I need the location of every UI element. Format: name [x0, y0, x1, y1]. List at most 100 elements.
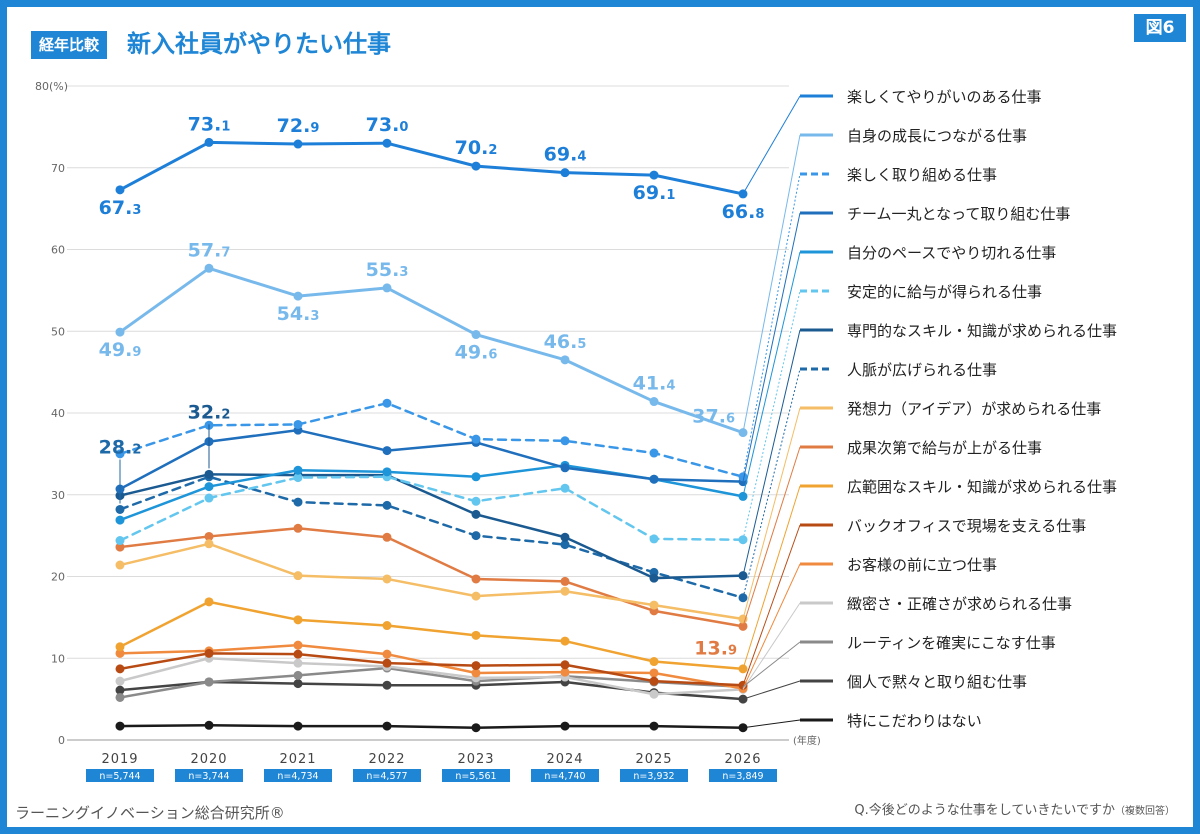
- data-point: [382, 649, 392, 659]
- data-point: [115, 560, 125, 570]
- data-point: [293, 291, 303, 301]
- series-line: [118, 652, 745, 687]
- legend-entry: 発想力（アイデア）が求められる仕事: [847, 400, 1101, 418]
- sample-size-label: n=3,849: [722, 771, 763, 782]
- x-tick-label: 2023: [457, 752, 494, 767]
- x-tick-label: 2021: [279, 752, 316, 767]
- data-point: [293, 571, 303, 581]
- legend-leader: [742, 680, 801, 700]
- y-tick-label: 0: [58, 734, 65, 747]
- data-point: [204, 677, 214, 687]
- legend-leader: [742, 173, 801, 477]
- data-point: [204, 531, 214, 541]
- data-point: [560, 483, 570, 493]
- data-label: 32.2: [188, 401, 231, 423]
- data-point: [204, 137, 214, 147]
- data-label: 55.3: [366, 259, 409, 281]
- data-point: [560, 540, 570, 550]
- sample-size-label: n=5,561: [455, 771, 496, 782]
- legend-leader: [742, 134, 801, 433]
- data-point: [293, 497, 303, 507]
- series-line: [118, 527, 745, 628]
- x-tick-label: 2022: [368, 752, 405, 767]
- data-point: [560, 721, 570, 731]
- data-label: 37.6: [692, 406, 735, 428]
- data-point: [649, 170, 659, 180]
- data-point: [471, 496, 481, 506]
- data-point: [649, 689, 659, 699]
- data-point: [115, 648, 125, 658]
- series-line: [118, 666, 745, 699]
- x-tick-label: 2019: [101, 752, 138, 767]
- data-point: [471, 472, 481, 482]
- data-point: [471, 668, 481, 678]
- data-point: [471, 661, 481, 671]
- data-label: 73.1: [188, 113, 231, 135]
- data-point: [560, 463, 570, 473]
- sample-size-label: n=4,577: [366, 771, 407, 782]
- data-point: [293, 649, 303, 659]
- x-axis-unit: (年度): [793, 734, 821, 747]
- x-tick-label: 2024: [546, 752, 583, 767]
- legend-entry: 広範囲なスキル・知識が求められる仕事: [847, 478, 1117, 496]
- sample-size-label: n=3,932: [633, 771, 674, 782]
- data-point: [293, 658, 303, 668]
- data-point: [382, 721, 392, 731]
- data-point: [560, 168, 570, 178]
- y-tick-label: 70: [51, 162, 65, 175]
- y-tick-label: 20: [51, 571, 65, 584]
- data-point: [115, 536, 125, 546]
- data-point: [649, 534, 659, 544]
- data-point: [382, 658, 392, 668]
- y-axis-top-label: 80(%): [35, 80, 68, 93]
- legend-entry: バックオフィスで現場を支える仕事: [847, 517, 1086, 535]
- series-line: [118, 140, 745, 196]
- data-point: [293, 679, 303, 689]
- legend-entry: 成果次第で給与が上がる仕事: [847, 439, 1042, 457]
- data-point: [649, 668, 659, 678]
- data-point: [382, 500, 392, 510]
- series-line: [118, 401, 745, 479]
- legend-entry: 自分のペースでやり切れる仕事: [847, 244, 1056, 262]
- data-point: [649, 397, 659, 407]
- series-line: [118, 657, 745, 696]
- data-point: [293, 523, 303, 533]
- data-point: [382, 680, 392, 690]
- data-point: [115, 327, 125, 337]
- legend-leader: [742, 524, 801, 686]
- data-point: [471, 330, 481, 340]
- sample-size-badge: [620, 769, 688, 782]
- legend-leader: [742, 446, 801, 627]
- sample-size-label: n=3,744: [188, 771, 229, 782]
- data-point: [204, 648, 214, 658]
- question-text: Q.今後どのような仕事をしていきたいですか（複数回答）: [854, 799, 1175, 818]
- data-point: [649, 448, 659, 458]
- series-line: [118, 680, 745, 701]
- sample-size-badge: [442, 769, 510, 782]
- y-tick-label: 40: [51, 407, 65, 420]
- legend-entry: お客様の前に立つ仕事: [847, 556, 997, 574]
- legend-leader: [742, 563, 801, 689]
- series-line: [118, 475, 745, 542]
- data-point: [649, 600, 659, 610]
- data-point: [293, 139, 303, 149]
- data-point: [649, 474, 659, 484]
- data-point: [204, 482, 214, 492]
- y-tick-label: 10: [51, 652, 65, 665]
- data-point: [382, 621, 392, 631]
- legend-leader: [742, 95, 801, 195]
- x-tick-label: 2026: [724, 752, 761, 767]
- chart-title: 新入社員がやりたい仕事: [127, 30, 391, 58]
- legend-entry: 特にこだわりはない: [847, 712, 982, 730]
- data-point: [471, 630, 481, 640]
- legend-leader: [742, 329, 801, 576]
- legend-leader: [742, 602, 801, 690]
- series-line: [118, 475, 745, 600]
- legend-leader: [742, 212, 801, 482]
- data-point: [204, 720, 214, 730]
- data-point: [293, 721, 303, 731]
- legend-entry: 専門的なスキル・知識が求められる仕事: [847, 322, 1117, 340]
- data-label: 28.2: [99, 436, 142, 458]
- data-label: 70.2: [455, 137, 498, 159]
- legend-leader: [742, 485, 801, 670]
